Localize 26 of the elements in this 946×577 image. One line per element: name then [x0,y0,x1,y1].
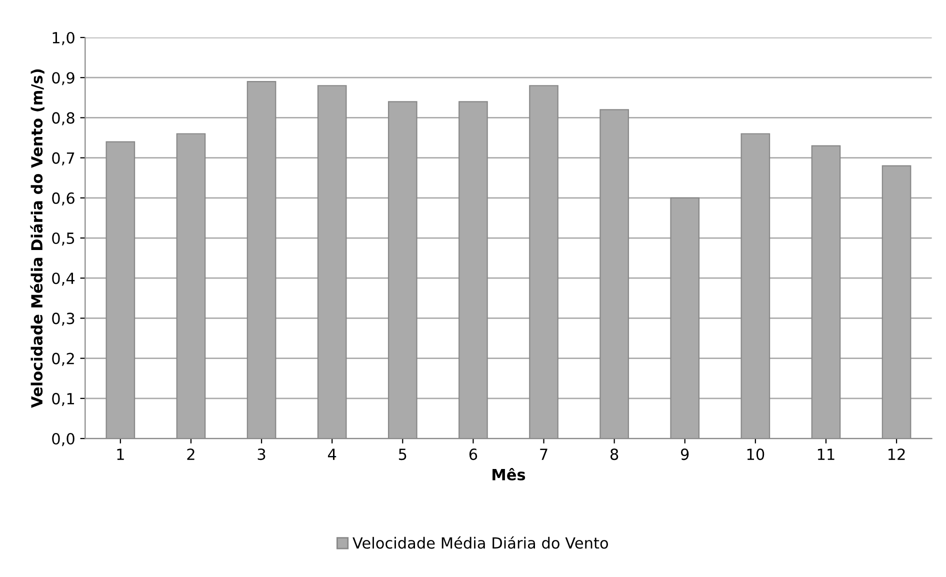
y-tick-label: 0,7 [52,152,74,166]
legend-label: Velocidade Média Diária do Vento [352,536,608,549]
x-tick-label: 7 [540,448,548,460]
y-tick-label: 0,8 [52,112,74,126]
x-tick-label: 8 [610,448,618,460]
y-tick-label: 0,9 [52,72,74,86]
x-tick-label: 6 [469,448,478,460]
x-tick-label: 3 [258,448,266,460]
x-tick-label: 2 [187,448,194,460]
y-tick-label: 0,1 [52,392,74,406]
y-tick-label: 0,5 [52,232,74,246]
y-tick-label: 1,0 [52,32,74,46]
y-tick-label: 0,4 [52,272,75,286]
y-tick-label: 0,6 [52,192,74,206]
y-axis-title: Velocidade Média Diária do Vento (m/s) [30,69,44,408]
x-tick-label: 9 [680,448,689,460]
y-tick-label: 0,2 [52,352,74,366]
x-tick-label: 4 [328,448,336,460]
x-tick-label: 11 [818,448,834,460]
x-tick-label: 12 [888,448,905,460]
x-tick-label: 10 [747,448,764,460]
y-tick-label: 0,0 [52,432,74,446]
x-axis-title: Mês [492,468,526,480]
x-tick-label: 1 [117,448,124,460]
y-tick-label: 0,3 [52,312,74,326]
x-tick-label: 5 [398,448,406,460]
